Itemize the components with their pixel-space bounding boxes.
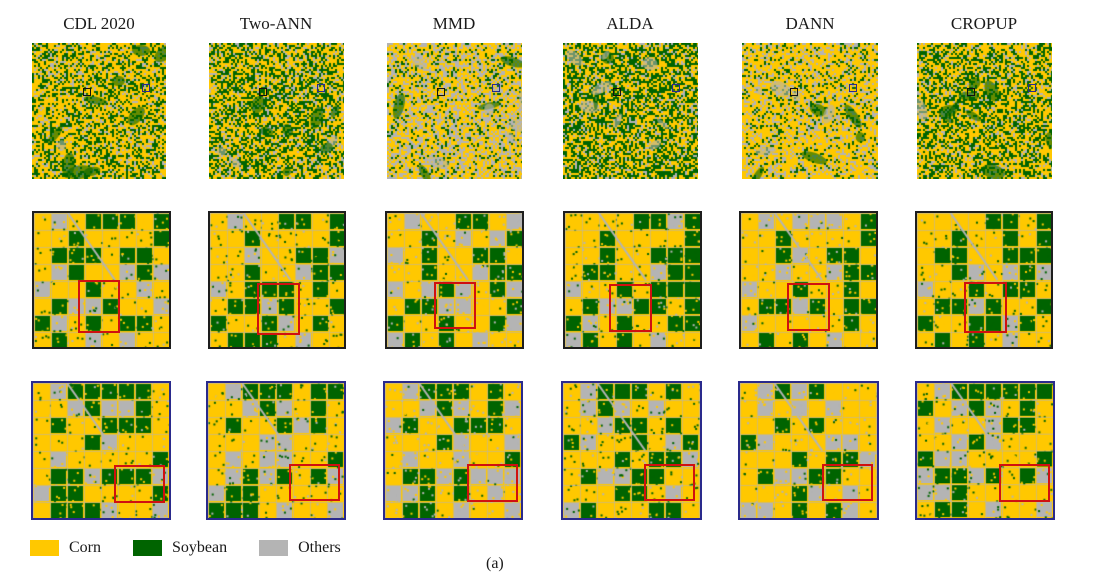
zoom-map-region2-alda bbox=[561, 381, 702, 520]
zoom-region-marker-1 bbox=[967, 88, 975, 96]
highlight-box bbox=[644, 464, 695, 501]
legend-label: Soybean bbox=[172, 539, 227, 557]
highlight-box bbox=[964, 282, 1007, 333]
zoom-region-marker-2 bbox=[1028, 84, 1036, 92]
map-raster bbox=[209, 43, 344, 179]
legend-item-soybean: Soybean bbox=[133, 539, 227, 557]
zoom-map-region1-dann bbox=[739, 211, 878, 349]
map-raster bbox=[917, 43, 1052, 179]
legend: Corn Soybean Others bbox=[30, 539, 373, 557]
legend-item-others: Others bbox=[259, 539, 341, 557]
zoom-region-marker-2 bbox=[492, 84, 500, 92]
zoom-map-region2-dann bbox=[738, 381, 879, 520]
zoom-region-marker-2 bbox=[317, 84, 325, 92]
legend-swatch-soybean bbox=[133, 540, 162, 556]
highlight-box bbox=[114, 465, 165, 503]
zoom-map-region1-cdl2020 bbox=[32, 211, 171, 349]
overview-map-alda bbox=[563, 43, 698, 179]
zoom-region-marker-2 bbox=[849, 84, 857, 92]
overview-map-cdl2020 bbox=[32, 43, 166, 179]
zoom-map-region2-two-ann bbox=[206, 381, 346, 520]
column-title-mmd: MMD bbox=[374, 14, 534, 34]
column-title-two-ann: Two-ANN bbox=[196, 14, 356, 34]
legend-label: Corn bbox=[69, 539, 101, 557]
zoom-map-region2-cropup bbox=[915, 381, 1055, 520]
zoom-region-marker-2 bbox=[142, 84, 150, 92]
column-title-cdl2020: CDL 2020 bbox=[19, 14, 179, 34]
map-raster bbox=[742, 43, 878, 179]
highlight-box bbox=[434, 282, 476, 329]
zoom-map-region1-cropup bbox=[915, 211, 1053, 349]
zoom-region-marker-1 bbox=[437, 88, 445, 96]
highlight-box bbox=[999, 464, 1050, 502]
highlight-box bbox=[289, 464, 340, 501]
zoom-map-region1-alda bbox=[563, 211, 702, 349]
zoom-map-region2-mmd bbox=[383, 381, 523, 520]
column-title-dann: DANN bbox=[730, 14, 890, 34]
map-raster bbox=[563, 43, 698, 179]
legend-swatch-corn bbox=[30, 540, 59, 556]
overview-map-cropup bbox=[917, 43, 1052, 179]
highlight-box bbox=[822, 464, 873, 501]
column-title-cropup: CROPUP bbox=[904, 14, 1064, 34]
legend-item-corn: Corn bbox=[30, 539, 101, 557]
highlight-box bbox=[467, 464, 518, 502]
highlight-box bbox=[257, 283, 300, 335]
map-raster bbox=[32, 43, 166, 179]
zoom-region-marker-2 bbox=[672, 84, 680, 92]
highlight-box bbox=[78, 280, 120, 333]
zoom-region-marker-1 bbox=[259, 88, 267, 96]
zoom-map-region1-two-ann bbox=[208, 211, 346, 349]
figure-caption: (a) bbox=[486, 555, 504, 573]
highlight-box bbox=[609, 284, 652, 332]
map-raster bbox=[387, 43, 522, 179]
zoom-region-marker-1 bbox=[613, 88, 621, 96]
zoom-map-region2-cdl2020 bbox=[31, 381, 171, 520]
zoom-region-marker-1 bbox=[790, 88, 798, 96]
column-title-alda: ALDA bbox=[550, 14, 710, 34]
overview-map-two-ann bbox=[209, 43, 344, 179]
highlight-box bbox=[787, 283, 830, 331]
zoom-region-marker-1 bbox=[83, 88, 91, 96]
legend-swatch-others bbox=[259, 540, 288, 556]
overview-map-dann bbox=[742, 43, 878, 179]
overview-map-mmd bbox=[387, 43, 522, 179]
legend-label: Others bbox=[298, 539, 341, 557]
zoom-map-region1-mmd bbox=[385, 211, 524, 349]
